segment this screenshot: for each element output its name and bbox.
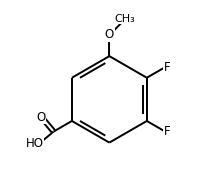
Text: CH₃: CH₃ [114,14,135,24]
Text: HO: HO [26,137,44,151]
Text: F: F [164,125,171,138]
Text: F: F [164,61,171,74]
Text: O: O [36,111,46,124]
Text: O: O [105,29,114,41]
